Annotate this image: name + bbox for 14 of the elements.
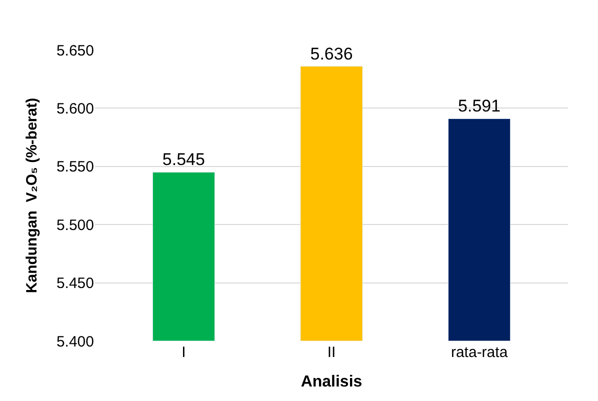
y-tick-label: 5.550 — [56, 158, 94, 176]
data-label: 5.591 — [458, 96, 501, 116]
y-tick-label: 5.400 — [56, 333, 94, 350]
x-tick-label: I — [182, 344, 186, 361]
y-tick-label: 5.500 — [56, 216, 94, 234]
y-tick-label: 5.450 — [56, 275, 94, 292]
y-tick-label: 5.650 — [56, 42, 94, 60]
y-axis-title: Kandungan V₂O₅ (%-berat) — [24, 98, 41, 294]
x-axis-title: Analisis — [300, 374, 362, 391]
x-tick-label: II — [327, 344, 336, 361]
data-label: 5.636 — [310, 44, 353, 64]
y-tick-label: 5.600 — [56, 100, 94, 118]
data-label: 5.545 — [162, 150, 205, 170]
x-tick-label: rata-rata — [450, 344, 508, 361]
